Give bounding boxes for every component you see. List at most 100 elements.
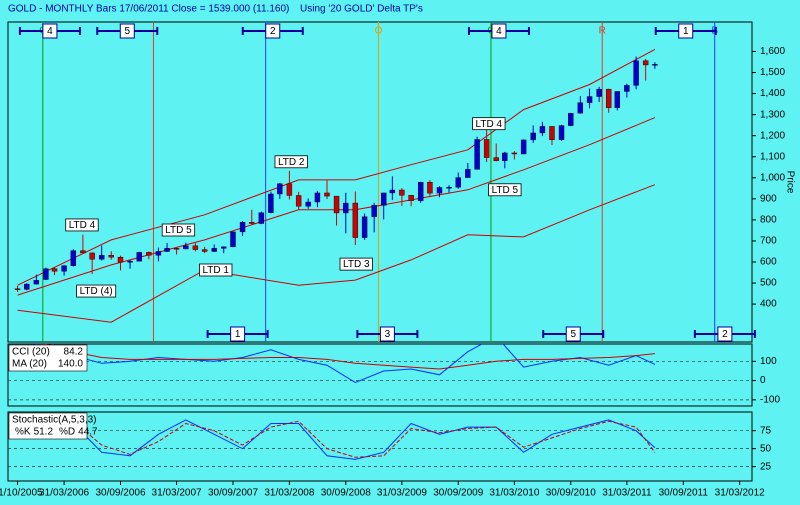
y-tick-label: 400: [760, 299, 777, 310]
candle-body: [155, 251, 162, 256]
annotation-box: [488, 183, 522, 197]
candle-body: [483, 139, 490, 158]
candle-body: [633, 60, 639, 86]
legend-box: [8, 412, 88, 440]
x-tick-label: 31/03/2006: [39, 488, 89, 499]
y-tick-label: 700: [760, 236, 777, 247]
candle-body: [352, 202, 359, 238]
candle-body: [324, 192, 330, 197]
candle-body: [520, 139, 527, 155]
marker-label: 1: [683, 26, 689, 37]
annotation-box: [274, 155, 308, 169]
candle-body: [201, 249, 208, 252]
y-tick-label: 75: [760, 425, 772, 436]
annotation-text: LTD 2: [278, 157, 305, 168]
indicator-line: [17, 415, 656, 460]
candle-body: [502, 152, 508, 161]
candle-body: [446, 187, 452, 189]
x-tick-label: 31/03/2007: [152, 488, 202, 499]
legend-value: 140.0: [58, 359, 83, 370]
y-tick-label: 1,500: [760, 67, 785, 78]
indicator-line: [17, 344, 656, 384]
candle-body: [624, 85, 630, 92]
marker-box: [230, 326, 246, 342]
candle-body: [558, 125, 565, 140]
marker-box: [565, 326, 581, 342]
candle-body: [249, 222, 255, 224]
band-line: [17, 184, 656, 323]
candle-body: [605, 88, 612, 108]
candle-body: [530, 132, 536, 141]
cycle-label: R: [599, 26, 606, 37]
y-tick-label: 100: [760, 356, 777, 367]
candle-body: [577, 102, 584, 114]
candle-body: [24, 283, 30, 290]
x-tick-label: 30/09/2008: [321, 488, 371, 499]
candle-body: [549, 126, 555, 140]
y-axis-label: Price: [784, 171, 795, 194]
candle-body: [33, 280, 40, 285]
marker-label: 3: [385, 329, 391, 340]
candle-body: [380, 192, 387, 206]
annotation-box: [199, 263, 233, 277]
marker-label: 1: [235, 329, 241, 340]
annotation-box: [161, 223, 196, 237]
marker-label: 5: [124, 26, 130, 37]
candle-body: [417, 182, 424, 201]
candle-body: [98, 255, 105, 260]
candle-body: [211, 248, 217, 252]
legend-value: 44.7: [78, 427, 98, 438]
candle-body: [221, 246, 227, 249]
candle-body: [539, 126, 546, 134]
candle-body: [427, 182, 433, 194]
annotation-text: LTD 4: [476, 119, 503, 130]
candle-body: [305, 201, 311, 207]
candle-body: [239, 222, 246, 233]
main-plot: [14, 22, 716, 342]
marker-box: [379, 326, 395, 342]
x-tick-label: 30/09/2006: [95, 488, 145, 499]
legend-value: 51.2: [34, 427, 54, 438]
legend-name: MA (20): [12, 359, 47, 370]
annotation-box: [472, 117, 506, 131]
marker-box: [119, 23, 135, 39]
candle-body: [258, 212, 265, 224]
y-tick-label: 800: [760, 215, 777, 226]
stochastic-plot: [8, 415, 752, 467]
candle-body: [51, 268, 58, 272]
annotation-text: LTD 5: [165, 225, 192, 236]
legend-name: %D: [59, 427, 75, 438]
legend-title: Stochastic(A,5,3,3): [12, 415, 96, 426]
candle-body: [652, 64, 658, 66]
legend-box: [8, 344, 88, 372]
y-tick-label: 900: [760, 193, 777, 204]
candle-body: [465, 169, 471, 178]
y-tick-label: 1,300: [760, 109, 785, 120]
candle-body: [136, 252, 142, 262]
marker-box: [265, 23, 281, 39]
main-panel: [7, 21, 753, 343]
annotation-text: LTD 5: [492, 185, 519, 196]
marker-box: [717, 326, 733, 342]
candle-body: [568, 112, 574, 126]
marker-label: 2: [270, 26, 276, 37]
candle-body: [43, 268, 49, 280]
marker-label: 2: [722, 329, 728, 340]
x-tick-label: 30/09/2010: [546, 488, 596, 499]
candle-body: [70, 250, 77, 266]
annotation-text: LTD 1: [202, 265, 229, 276]
candle-body: [399, 189, 405, 196]
candle-body: [343, 202, 349, 214]
y-tick-label: 1,100: [760, 151, 785, 162]
candle-body: [127, 260, 133, 263]
candle-body: [183, 245, 189, 250]
candle-body: [14, 288, 21, 290]
y-tick-label: 600: [760, 257, 777, 268]
band-line: [17, 48, 656, 286]
candle-body: [268, 193, 274, 213]
indicator-line: [38, 344, 655, 370]
candle-body: [389, 189, 396, 194]
